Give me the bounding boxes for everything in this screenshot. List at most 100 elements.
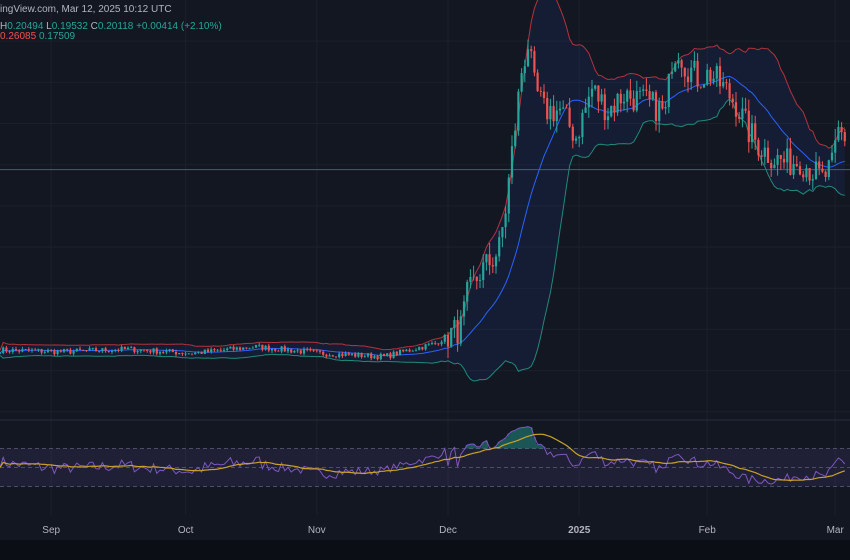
candle-body — [302, 349, 306, 354]
candle-body — [270, 348, 274, 351]
candle — [712, 71, 715, 85]
candle — [264, 345, 267, 351]
candle — [120, 345, 123, 353]
candle-body — [328, 355, 331, 357]
header-source: ingView.com, Mar 12, 2025 10:12 UTC — [0, 4, 172, 16]
candle-body — [574, 138, 578, 141]
candle — [62, 348, 66, 354]
candle — [597, 85, 600, 113]
rsi-overbought-fill — [510, 431, 514, 449]
rsi-overbought-fill — [520, 427, 524, 449]
candle — [18, 349, 21, 354]
candle — [242, 347, 245, 350]
grid — [0, 0, 850, 515]
x-axis: Sep Oct Nov Dec 2025 Feb Mar — [42, 525, 844, 536]
candle — [635, 80, 638, 113]
candle — [760, 150, 763, 166]
candle-body — [312, 349, 315, 351]
candle-body — [130, 347, 133, 348]
candle-body — [504, 213, 507, 228]
candle — [638, 86, 642, 100]
candle-body — [715, 66, 718, 79]
candle-body — [514, 130, 517, 147]
candle — [562, 100, 565, 110]
candle-body — [843, 132, 846, 142]
rsi-overbought-fill — [475, 446, 479, 449]
candle-body — [149, 350, 152, 353]
candle-body — [338, 353, 341, 358]
candle — [50, 348, 53, 353]
candle — [229, 346, 232, 349]
candle — [8, 349, 11, 354]
candle-body — [194, 352, 197, 355]
candle-body — [373, 356, 376, 359]
candle — [24, 348, 27, 350]
candle — [59, 349, 62, 353]
candle-body — [267, 345, 270, 351]
candle-body — [242, 347, 245, 350]
candle — [581, 109, 584, 145]
candle — [494, 253, 498, 274]
candle-body — [306, 349, 309, 350]
candle — [46, 348, 50, 354]
candle-body — [197, 351, 200, 353]
candle-body — [0, 352, 2, 354]
candle — [258, 342, 261, 347]
candle-body — [210, 349, 213, 352]
candle-body — [517, 91, 520, 131]
candle — [690, 59, 693, 90]
candle — [78, 346, 82, 350]
candle-body — [395, 351, 398, 356]
candle — [766, 140, 770, 164]
candle-body — [754, 123, 757, 140]
candle — [309, 347, 312, 352]
candle — [302, 347, 306, 356]
candle-body — [78, 348, 82, 350]
candle — [629, 78, 632, 106]
candle — [680, 58, 683, 78]
candle-body — [622, 101, 626, 104]
candle-body — [590, 88, 594, 97]
candle — [43, 350, 46, 355]
candle — [107, 350, 110, 353]
candle-body — [802, 174, 805, 178]
candle — [200, 351, 203, 355]
candle — [536, 69, 539, 92]
candle-body — [248, 348, 251, 350]
candle-body — [219, 349, 222, 351]
candle — [699, 86, 702, 89]
candle-body — [824, 171, 827, 178]
x-tick-label: Feb — [699, 525, 717, 536]
candle-body — [341, 353, 344, 357]
candle-body — [126, 347, 130, 349]
candle — [702, 83, 706, 89]
candle — [517, 88, 520, 136]
candle — [485, 253, 488, 271]
candle — [782, 151, 786, 169]
candle-body — [779, 155, 782, 159]
candle-body — [398, 349, 402, 356]
candle-body — [418, 347, 421, 351]
candle — [165, 348, 168, 355]
candle — [347, 351, 350, 356]
candle-body — [683, 67, 686, 77]
candle — [222, 347, 226, 352]
candle-body — [238, 347, 242, 350]
candle-body — [552, 106, 555, 122]
candle-body — [648, 90, 651, 100]
candle — [104, 346, 107, 353]
candle — [53, 348, 56, 357]
candle — [725, 78, 728, 90]
candle-body — [734, 102, 738, 117]
candle-body — [30, 349, 34, 351]
candle-body — [66, 349, 69, 350]
candle-body — [814, 161, 818, 180]
candle-body — [216, 349, 219, 351]
x-tick-label: Dec — [439, 525, 457, 536]
candle — [594, 84, 597, 91]
candle — [418, 346, 421, 351]
candle-body — [686, 76, 690, 83]
candle — [139, 349, 142, 354]
candle-body — [363, 356, 366, 358]
